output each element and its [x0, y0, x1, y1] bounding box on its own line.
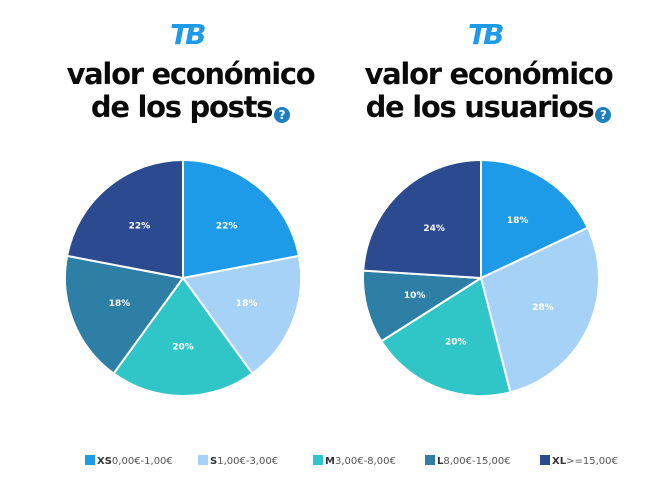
- slice-label-s: 28%: [532, 303, 554, 313]
- pie-slice-xs: [480, 160, 590, 280]
- legend-item-l: L8,00€-15,00€: [425, 455, 511, 467]
- legend-swatch-xl: [540, 455, 550, 465]
- chart-title-users: valor económico de los usuarios?: [323, 58, 654, 124]
- legend-swatch-xs: [85, 455, 95, 465]
- chart-legend: XS0,00€-1,00€ S1,00€-3,00€ M3,00€-8,00€ …: [85, 455, 645, 469]
- pie-slice-l: [363, 269, 485, 343]
- pie-slice-xl: [65, 160, 184, 280]
- chart-title-line2: de los usuarios?: [323, 91, 654, 124]
- question-mark-icon[interactable]: ?: [595, 107, 612, 123]
- pie-chart-users: 18% 28% 20% 10% 24%: [363, 160, 600, 397]
- slice-label-l: 10%: [404, 291, 426, 301]
- legend-swatch-s: [198, 455, 208, 465]
- legend-range: >=15,00€: [566, 456, 618, 467]
- legend-code: XL: [552, 456, 567, 467]
- legend-code: M: [325, 456, 335, 467]
- slice-label-m: 20%: [445, 338, 467, 348]
- slice-label-l: 18%: [109, 299, 131, 309]
- chart-title-line2-text: de los usuarios: [365, 90, 595, 124]
- brand-logo: TB: [468, 18, 505, 51]
- pie-chart-posts: 22% 18% 20% 18% 22%: [65, 160, 302, 397]
- chart-title-posts: valor económico de los posts?: [25, 58, 356, 124]
- chart-title-line1: valor económico: [364, 57, 614, 91]
- chart-title-line1: valor económico: [66, 57, 316, 91]
- chart-title-line2: de los posts?: [25, 91, 356, 124]
- pie-slice-m: [379, 276, 512, 397]
- chart-panel-posts: TB valor económico de los posts? 22% 18% 2…: [25, 0, 356, 430]
- legend-range: 3,00€-8,00€: [334, 456, 396, 467]
- legend-range: 1,00€-3,00€: [217, 456, 279, 467]
- pie-slice-s: [479, 226, 600, 394]
- legend-item-s: S1,00€-3,00€: [198, 455, 278, 467]
- legend-range: 0,00€-1,00€: [111, 456, 173, 467]
- brand-logo: TB: [170, 18, 207, 51]
- question-mark-icon[interactable]: ?: [274, 107, 291, 123]
- pie-slice-l: [65, 254, 185, 375]
- legend-item-xs: XS0,00€-1,00€: [85, 455, 173, 467]
- chart-title-line2-text: de los posts: [90, 90, 274, 124]
- legend-swatch-m: [313, 455, 323, 465]
- pie-slice-m: [112, 276, 254, 397]
- slice-label-s: 18%: [236, 299, 258, 309]
- legend-swatch-l: [425, 455, 435, 465]
- legend-item-m: M3,00€-8,00€: [313, 455, 396, 467]
- legend-code: XS: [97, 456, 112, 467]
- legend-range: 8,00€-15,00€: [443, 456, 511, 467]
- pie-slice-s: [181, 254, 302, 375]
- chart-panel-users: TB valor económico de los usuarios? 18% 2…: [323, 0, 654, 430]
- slice-label-xl: 24%: [423, 224, 445, 234]
- pie-slice-xs: [182, 160, 301, 280]
- slice-label-xl: 22%: [129, 221, 151, 231]
- pie-slice-xl: [363, 160, 482, 280]
- slice-label-xs: 18%: [507, 216, 529, 226]
- legend-item-xl: XL>=15,00€: [540, 455, 618, 467]
- legend-code: S: [210, 456, 218, 467]
- slice-label-xs: 22%: [216, 221, 238, 231]
- slice-label-m: 20%: [172, 342, 194, 352]
- legend-code: L: [437, 456, 444, 467]
